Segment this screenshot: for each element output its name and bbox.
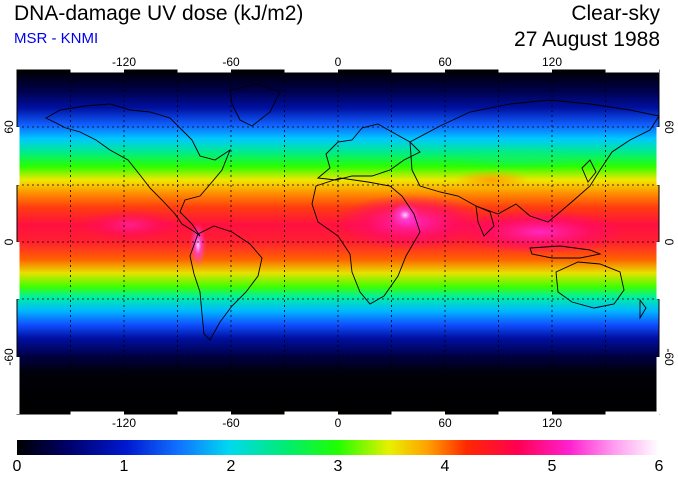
coast-europe — [316, 123, 421, 181]
coast-south-america — [189, 225, 263, 341]
date-label: 27 August 1988 — [514, 28, 660, 51]
colorbar-tick-5: 5 — [547, 458, 557, 475]
lon-tick-top-120: 120 — [542, 55, 562, 69]
green-tongue-asia — [450, 146, 590, 170]
lon-tick-top-neg120: -120 — [112, 55, 136, 69]
lat-tick-right-60: 60 — [662, 120, 676, 134]
coast-greenland — [229, 83, 281, 127]
hotspot-andes — [190, 223, 206, 267]
hotspot-asia — [455, 210, 625, 254]
hotspot-arabia — [391, 203, 419, 227]
coast-australia — [555, 261, 625, 309]
colorbar-tick-6: 6 — [654, 458, 664, 475]
coast-japan — [581, 159, 597, 183]
coast-asia — [409, 99, 659, 223]
sky-condition: Clear-sky — [571, 2, 660, 25]
lon-tick-top-neg60: -60 — [222, 55, 240, 69]
lat-tick-left-neg60: -60 — [2, 348, 16, 366]
lon-tick-bottom-120: 120 — [542, 416, 562, 430]
lon-tick-bottom-neg120: -120 — [112, 416, 136, 430]
lat-tick-right-neg60: -60 — [662, 348, 676, 366]
coast-antarctica — [17, 391, 659, 399]
lon-tick-bottom-0: 0 — [335, 416, 342, 430]
plateau-blob — [454, 170, 530, 190]
colorbar-gradient — [17, 440, 659, 455]
coast-indonesia — [529, 245, 602, 259]
hotspot-pacific — [80, 209, 180, 241]
title: DNA-damage UV dose (kJ/m2) — [14, 2, 304, 25]
coast-new-zealand — [639, 298, 647, 320]
lon-tick-bottom-neg60: -60 — [222, 416, 240, 430]
lat-tick-right-0: 0 — [662, 239, 676, 246]
lat-tick-left-60: 60 — [2, 120, 16, 134]
subtitle: MSR - KNMI — [14, 30, 99, 47]
colorbar-tick-2: 2 — [226, 458, 236, 475]
coast-north-america — [45, 103, 231, 237]
colorbar-tick-0: 0 — [12, 458, 22, 475]
lon-tick-top-0: 0 — [335, 55, 342, 69]
colorbar-tick-4: 4 — [440, 458, 450, 475]
colorbar-tick-1: 1 — [119, 458, 129, 475]
coast-india — [475, 205, 495, 237]
lat-tick-left-0: 0 — [2, 238, 16, 245]
lon-tick-top-60: 60 — [438, 55, 452, 69]
lon-tick-bottom-60: 60 — [438, 416, 452, 430]
uv-dose-map: -120 -60 0 60 120 -120 -60 0 60 120 60 0… — [2, 55, 676, 430]
colorbar-tick-3: 3 — [333, 458, 343, 475]
coast-africa — [311, 177, 421, 305]
colorbar — [17, 440, 659, 455]
